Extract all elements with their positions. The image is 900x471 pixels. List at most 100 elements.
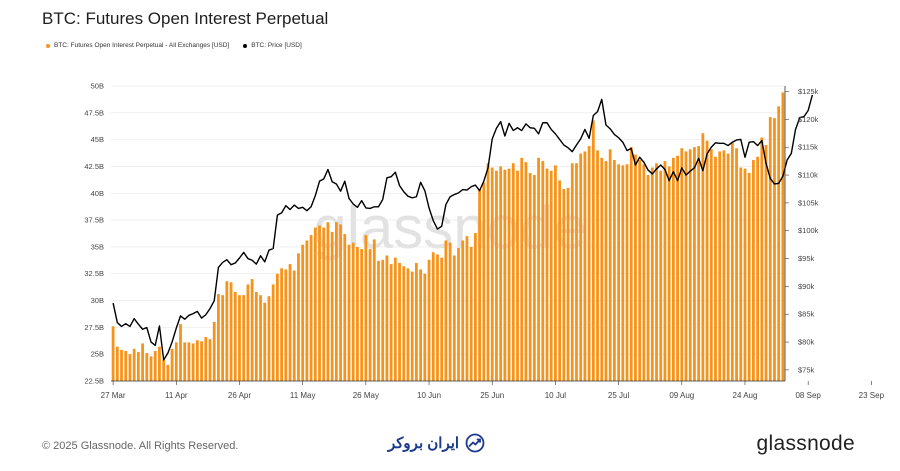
- oi-bar: [617, 164, 620, 381]
- oi-bar: [174, 342, 178, 381]
- oi-bar: [187, 342, 191, 381]
- oi-bar: [330, 231, 334, 381]
- oi-bar: [360, 249, 364, 381]
- x-tick-label: 08 Sep: [795, 391, 821, 400]
- oi-bar: [322, 227, 326, 381]
- y-left-tick-label: 45B: [91, 135, 104, 144]
- oi-bar: [752, 160, 755, 381]
- oi-bar: [680, 148, 684, 381]
- oi-bar: [528, 172, 532, 381]
- oi-bar: [583, 151, 587, 381]
- oi-bar: [368, 249, 372, 381]
- oi-bar: [448, 242, 452, 381]
- oi-bar: [309, 235, 313, 381]
- glassnode-logo: glassnode: [756, 432, 855, 455]
- oi-bar: [444, 240, 448, 381]
- y-right-tick-label: $110k: [798, 171, 818, 180]
- oi-bar: [402, 266, 406, 381]
- y-right-tick-label: $125k: [798, 87, 819, 96]
- y-left-tick-label: 22.5B: [84, 377, 104, 386]
- x-tick-label: 26 May: [353, 391, 379, 400]
- y-left-tick-label: 30B: [91, 296, 104, 305]
- oi-bar: [646, 175, 650, 381]
- x-tick-label: 23 Sep: [859, 391, 885, 400]
- oi-bar: [570, 163, 574, 381]
- legend-item-open-interest[interactable]: BTC: Futures Open Interest Perpetual - A…: [46, 42, 229, 49]
- oi-bar: [457, 247, 460, 381]
- oi-bar: [558, 180, 562, 381]
- oi-bar: [343, 234, 347, 381]
- x-tick-label: 09 Aug: [669, 391, 694, 400]
- oi-bar: [575, 163, 578, 381]
- y-right-tick-label: $100k: [798, 226, 819, 235]
- oi-bar: [427, 259, 431, 381]
- oi-bar: [634, 154, 637, 381]
- oi-bar: [473, 232, 477, 381]
- oi-bar: [200, 341, 203, 381]
- y-right-tick-label: $90k: [798, 282, 815, 291]
- oi-bar: [726, 153, 730, 381]
- oi-bar: [385, 255, 389, 381]
- oi-bar: [781, 92, 785, 381]
- oi-bar: [650, 167, 654, 381]
- oi-bar: [136, 352, 140, 381]
- oi-bar: [461, 240, 465, 381]
- oi-bar: [604, 161, 608, 381]
- oi-bar: [195, 340, 199, 381]
- x-tick-label: 26 Apr: [228, 391, 251, 400]
- oi-bar: [499, 166, 503, 381]
- oi-bar: [705, 140, 709, 381]
- oi-bar: [115, 346, 119, 381]
- legend-swatch-orange: [46, 43, 50, 48]
- oi-bar: [545, 168, 549, 381]
- oi-bar: [263, 302, 267, 381]
- oi-bar: [701, 133, 705, 381]
- x-tick-label: 24 Aug: [733, 391, 758, 400]
- oi-bar: [221, 295, 225, 381]
- y-left-tick-label: 42.5B: [84, 162, 104, 171]
- oi-bar: [629, 147, 633, 381]
- oi-bar: [524, 162, 528, 381]
- oi-bar: [562, 188, 566, 381]
- oi-bar: [532, 175, 536, 381]
- oi-bar: [495, 170, 498, 381]
- x-tick-label: 11 May: [290, 391, 316, 400]
- oi-bar: [179, 324, 182, 381]
- x-tick-label: 10 Jul: [545, 391, 567, 400]
- oi-bar: [313, 227, 317, 381]
- oi-bar: [490, 167, 494, 381]
- oi-bar: [271, 284, 275, 381]
- oi-bar: [764, 145, 768, 381]
- oi-bar: [516, 170, 519, 381]
- oi-bar: [718, 151, 722, 381]
- oi-bar: [465, 236, 469, 381]
- x-tick-label: 11 Apr: [165, 391, 188, 400]
- oi-bar: [158, 346, 161, 381]
- oi-bar: [596, 150, 599, 381]
- oi-bar: [284, 269, 288, 381]
- oi-bar: [372, 239, 376, 381]
- trend-up-icon: [465, 433, 485, 453]
- y-left-tick-label: 35B: [91, 242, 104, 251]
- oi-bar: [393, 257, 397, 381]
- oi-bar: [587, 146, 591, 381]
- oi-bar: [254, 291, 258, 381]
- y-right-tick-label: $75k: [798, 365, 815, 374]
- oi-bar: [482, 182, 486, 381]
- oi-bar: [351, 242, 355, 381]
- oi-bar: [608, 149, 612, 381]
- oi-bar: [554, 165, 557, 381]
- oi-bar: [773, 118, 776, 382]
- oi-bar: [246, 284, 250, 381]
- oi-bar: [486, 163, 490, 381]
- oi-bar: [638, 160, 642, 381]
- oi-bar: [600, 157, 604, 381]
- legend-item-price[interactable]: BTC: Price [USD]: [243, 42, 302, 49]
- oi-bar: [212, 322, 216, 381]
- oi-bar: [676, 155, 679, 381]
- oi-bar: [503, 169, 507, 381]
- oi-bar: [153, 350, 157, 381]
- oi-bar: [149, 356, 153, 381]
- oi-bar: [381, 259, 385, 381]
- oi-bar: [301, 244, 305, 381]
